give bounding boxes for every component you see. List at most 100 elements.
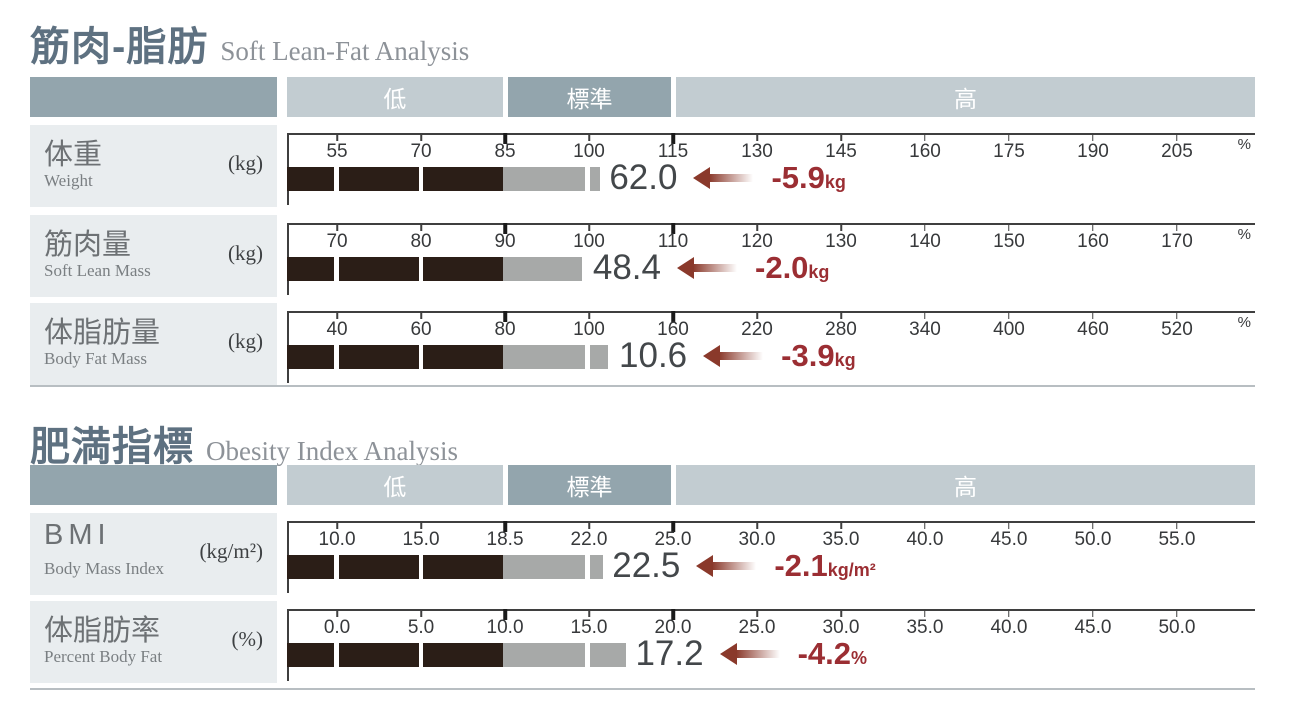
zone-standard-label: 標準 (507, 465, 672, 505)
weight-chart: % 62.0 -5.9kg 55 70 85 100 115 130 145 160 175 19… (287, 133, 1255, 207)
pbf-unit: (%) (231, 627, 263, 651)
bar-segment-gray (502, 257, 583, 281)
tick-label: 340 (909, 319, 941, 340)
tick-mark (420, 223, 422, 231)
tick-label: 190 (1077, 141, 1109, 162)
tick-mark (1176, 223, 1178, 231)
bfm-bar (287, 345, 1255, 369)
decrease-arrow-icon (703, 345, 764, 367)
bar-segment-dark (423, 555, 503, 579)
tick-label: 10.0 (486, 617, 524, 638)
tick-mark (588, 223, 590, 231)
weight-readout: 62.0 -5.9kg (609, 157, 846, 199)
weight-label-english: Weight (44, 171, 93, 190)
tick-mark (420, 133, 422, 141)
bmi-readout: 22.5 -2.1kg/m² (612, 545, 876, 587)
weight-bar (287, 167, 1255, 191)
tick-label: 45.0 (1074, 617, 1112, 638)
report-content: 筋肉-脂肪 Soft Lean-Fat Analysis 低 標準 高 体重 We… (30, 0, 1255, 710)
tick-label: 160 (1077, 231, 1109, 252)
tick-label: 70 (326, 231, 348, 252)
tick-label: 400 (993, 319, 1025, 340)
tick-mark (420, 521, 422, 529)
tick-label: 45.0 (990, 529, 1028, 550)
section-title-kanji: 肥満指標 (30, 425, 194, 469)
slm-unit: (kg) (228, 241, 263, 265)
pbf-label-english: Percent Body Fat (44, 647, 163, 666)
weight-delta: -5.9kg (771, 160, 846, 195)
bfm-label-cell: 体脂肪量 Body Fat Mass (kg) (30, 303, 277, 385)
tick-mark (671, 311, 675, 322)
tick-label: 55 (326, 141, 348, 162)
tick-mark (503, 521, 507, 532)
bar-segment-dark (287, 345, 335, 369)
tick-label: 15.0 (570, 617, 608, 638)
tick-label: 40.0 (990, 617, 1028, 638)
tick-mark (924, 311, 926, 319)
tick-mark (840, 311, 842, 319)
tick-label: 10.0 (318, 529, 356, 550)
zone-header-spacer (30, 77, 277, 117)
bar-segment-dark (423, 643, 503, 667)
bar-segment-gray (589, 167, 600, 191)
metric-row-bmi: BMI Body Mass Index (kg/m²) 22.5 -2.1kg/… (30, 513, 1255, 595)
slm-label-cell: 筋肉量 Soft Lean Mass (kg) (30, 215, 277, 297)
zone-header-band: 低 標準 高 (30, 465, 1255, 505)
tick-mark (1092, 223, 1094, 231)
bar-segment-gray (502, 167, 586, 191)
weight-label-kanji: 体重 (44, 139, 103, 171)
metric-row-percent-body-fat: 体脂肪率 Percent Body Fat (%) 17.2 -4.2% 0.0… (30, 601, 1255, 683)
tick-label: 100 (573, 319, 605, 340)
bar-segment-gray (502, 555, 586, 579)
bar-segment-dark (339, 555, 419, 579)
tick-mark (588, 521, 590, 529)
tick-mark (1008, 609, 1010, 617)
bfm-label-english: Body Fat Mass (44, 349, 147, 368)
tick-mark (588, 609, 590, 617)
bar-segment-gray (502, 643, 586, 667)
tick-mark (1176, 521, 1178, 529)
bar-segment-dark (287, 167, 335, 191)
slm-chart: % 48.4 -2.0kg 70 80 90 100 110 120 130 140 150 16… (287, 223, 1255, 297)
tick-mark (336, 223, 338, 231)
weight-unit: (kg) (228, 151, 263, 175)
tick-label: 50.0 (1074, 529, 1112, 550)
zone-header-spacer (30, 465, 277, 505)
tick-mark (756, 223, 758, 231)
tick-mark (503, 133, 507, 144)
pbf-label-kanji: 体脂肪率 (44, 615, 161, 647)
slm-bar (287, 257, 1255, 281)
bmi-chart: 22.5 -2.1kg/m² 10.0 15.0 18.5 22.0 25.0 30.0 3… (287, 521, 1255, 595)
tick-label: 20.0 (654, 617, 692, 638)
tick-mark (1092, 609, 1094, 617)
section-title-english: Obesity Index Analysis (206, 436, 458, 466)
bfm-delta: -3.9kg (781, 338, 856, 373)
tick-label: 520 (1161, 319, 1193, 340)
tick-mark (336, 133, 338, 141)
bmi-label-cell: BMI Body Mass Index (kg/m²) (30, 513, 277, 595)
tick-mark (1176, 133, 1178, 141)
tick-mark (1008, 133, 1010, 141)
tick-label: 80 (410, 231, 432, 252)
tick-label: 40.0 (906, 529, 944, 550)
decrease-arrow-icon (696, 555, 757, 577)
section-title-soft-lean-fat: 筋肉-脂肪 Soft Lean-Fat Analysis (30, 14, 469, 72)
tick-label: 30.0 (738, 529, 776, 550)
tick-label: 90 (494, 231, 516, 252)
zone-low-label: 低 (287, 465, 503, 505)
tick-mark (336, 609, 338, 617)
tick-label: 60 (410, 319, 432, 340)
axis-line (287, 521, 1255, 523)
tick-label: 85 (494, 141, 516, 162)
bar-segment-dark (339, 345, 419, 369)
tick-mark (503, 311, 507, 322)
tick-mark (756, 311, 758, 319)
bfm-label-kanji: 体脂肪量 (44, 317, 161, 349)
slm-label-english: Soft Lean Mass (44, 261, 151, 280)
tick-mark (1008, 311, 1010, 319)
zone-high-label: 高 (676, 77, 1255, 117)
tick-mark (924, 223, 926, 231)
tick-mark (1092, 133, 1094, 141)
tick-mark (924, 521, 926, 529)
